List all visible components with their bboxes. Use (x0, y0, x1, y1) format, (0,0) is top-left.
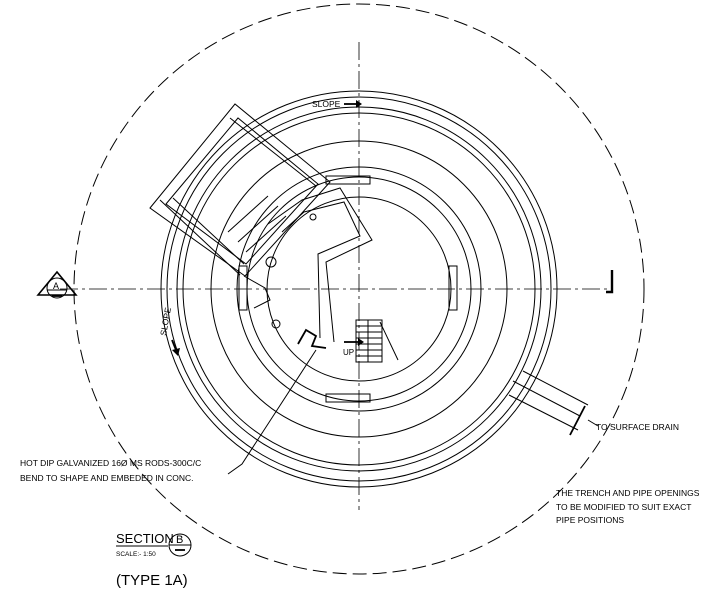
section-title: SECTION (116, 531, 174, 546)
tank-wall-outer (236, 166, 482, 412)
opening-bottom (325, 393, 371, 403)
pipe-circle-3 (271, 319, 281, 329)
section-scale: SCALE:- 1:50 (116, 551, 156, 558)
trench-ring (210, 140, 508, 438)
opening-left (238, 265, 248, 311)
section-marker-a-letter: A (53, 281, 59, 291)
stair (355, 319, 383, 363)
drain-pipe-marker (569, 405, 586, 436)
up-label: UP (343, 348, 354, 357)
trench-note-line-1: THE TRENCH AND PIPE OPENINGS (556, 488, 700, 498)
slope-top-label: SLOPE (312, 99, 341, 109)
outer-wall-ring-2 (166, 96, 552, 482)
trench-note-line-3: PIPE POSITIONS (556, 515, 624, 525)
opening-top (325, 175, 371, 185)
section-type: (TYPE 1A) (116, 572, 188, 589)
outer-wall-ring-3 (176, 106, 542, 472)
rods-note-line-1: HOT DIP GALVANIZED 16Ø MS RODS-300C/C (20, 458, 201, 468)
opening-right (448, 265, 458, 311)
section-marker-a (46, 277, 68, 299)
pipe-circle-2 (265, 256, 277, 268)
outlet-trench (512, 380, 581, 417)
section-marker-right (606, 270, 614, 294)
inlet-channel-box (149, 103, 331, 277)
slope-left-label: SLOPE (158, 306, 173, 336)
rods-note-line-2: BEND TO SHAPE AND EMBEDED IN CONC. (20, 473, 194, 483)
outer-wall-ring-1 (160, 90, 558, 488)
rod-bend-symbol (297, 328, 327, 349)
inlet-channel-inner (165, 117, 319, 265)
baffle-wall (267, 187, 373, 343)
section-title-letter: B (176, 534, 183, 546)
tank-wall-inner (266, 196, 452, 382)
pipe-circle-1 (309, 213, 317, 221)
outer-dashed-boundary (73, 3, 645, 575)
outer-wall-ring-4 (182, 112, 536, 466)
trench-note-line-2: TO BE MODIFIED TO SUIT EXACT (556, 502, 691, 512)
surface-drain-label: TO SURFACE DRAIN (596, 422, 679, 432)
rods-leader-line (227, 349, 317, 475)
